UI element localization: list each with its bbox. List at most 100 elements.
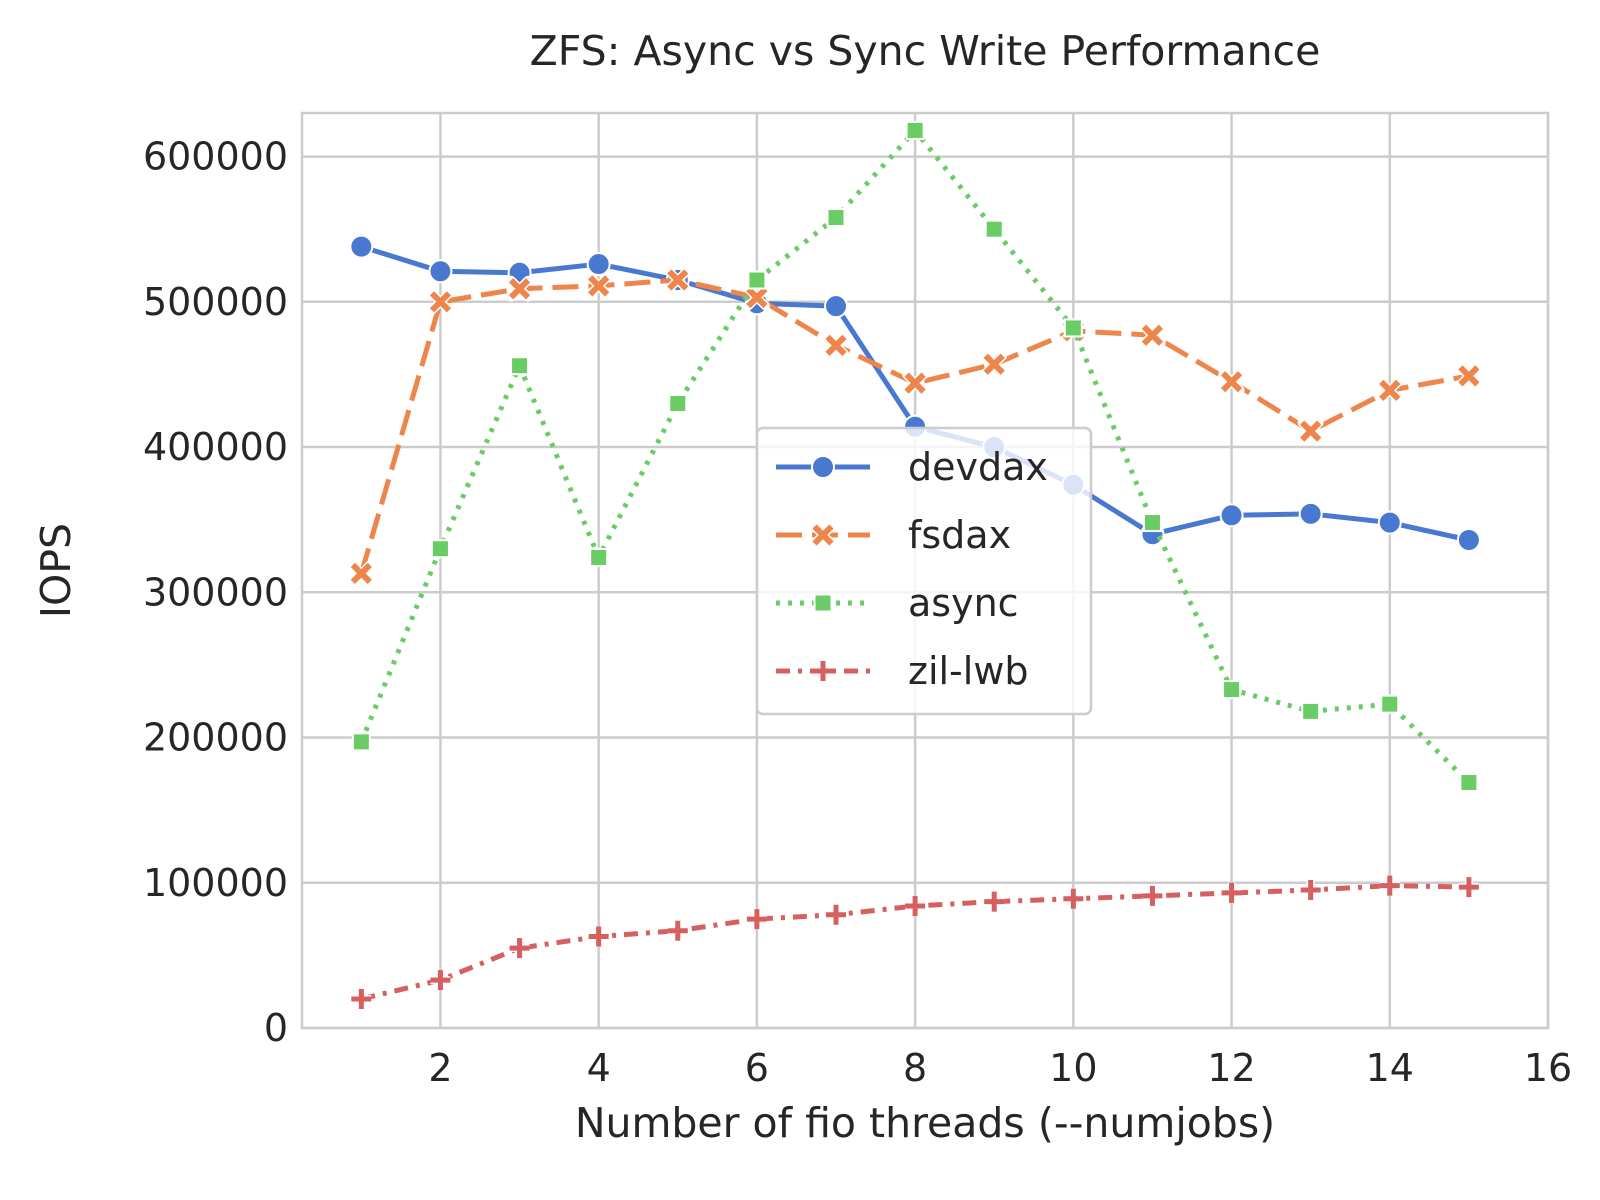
y-tick-labels: 0 100000 200000 300000 400000 500000 600000 bbox=[143, 135, 288, 1050]
marker-stroke bbox=[1220, 371, 1243, 393]
data-point-async bbox=[510, 356, 530, 376]
marker-stroke bbox=[588, 275, 610, 297]
data-point-async bbox=[1459, 773, 1479, 793]
marker-stroke bbox=[826, 904, 846, 925]
marker-stroke bbox=[825, 334, 847, 357]
x-tick-label: 8 bbox=[903, 1046, 927, 1090]
legend-label: zil-lwb bbox=[908, 649, 1029, 693]
x-tick-label: 4 bbox=[587, 1046, 611, 1090]
data-point-async bbox=[747, 270, 767, 290]
legend-marker bbox=[810, 522, 836, 548]
data-point-zil-lwb bbox=[667, 920, 688, 941]
data-point-fsdax bbox=[823, 332, 849, 359]
x-tick-label: 12 bbox=[1207, 1046, 1255, 1090]
marker-stroke bbox=[430, 970, 451, 991]
legend-label: devdax bbox=[908, 445, 1048, 489]
legend-item-async: async bbox=[776, 581, 1019, 625]
legend-label: async bbox=[908, 581, 1019, 625]
data-point-fsdax bbox=[902, 370, 929, 397]
y-tick-label: 0 bbox=[264, 1006, 288, 1050]
data-point-fsdax bbox=[348, 560, 375, 587]
data-point-async bbox=[826, 208, 846, 228]
marker-stroke bbox=[429, 291, 452, 313]
data-point-fsdax bbox=[1139, 322, 1166, 349]
marker-stroke bbox=[351, 988, 372, 1009]
data-point-fsdax bbox=[1376, 377, 1403, 404]
data-point-async bbox=[1222, 680, 1242, 700]
data-point-fsdax bbox=[1297, 418, 1324, 445]
marker-stroke bbox=[746, 286, 768, 309]
data-point-fsdax bbox=[981, 351, 1008, 378]
x-tick-label: 10 bbox=[1049, 1046, 1097, 1090]
data-point-zil-lwb bbox=[1379, 875, 1400, 896]
data-point-zil-lwb bbox=[588, 926, 609, 947]
data-point-async bbox=[589, 547, 609, 567]
data-point-zil-lwb bbox=[746, 909, 767, 930]
marker-stroke bbox=[1300, 420, 1322, 442]
marker-stroke bbox=[1221, 882, 1242, 903]
data-point-fsdax bbox=[427, 288, 454, 315]
marker-stroke bbox=[1063, 888, 1084, 909]
legend-item-zil-lwb: zil-lwb bbox=[776, 649, 1029, 693]
series-async bbox=[351, 120, 1479, 793]
data-point-devdax bbox=[349, 234, 374, 259]
marker-stroke bbox=[1458, 365, 1480, 387]
data-point-async bbox=[668, 393, 688, 413]
x-tick-labels: 2 4 6 8 10 12 14 16 bbox=[428, 1046, 1572, 1090]
data-point-zil-lwb bbox=[1142, 885, 1163, 906]
data-point-fsdax bbox=[1455, 362, 1482, 389]
x-tick-label: 2 bbox=[428, 1046, 452, 1090]
legend-box bbox=[755, 426, 1093, 716]
legend-marker bbox=[813, 661, 833, 681]
data-point-zil-lwb bbox=[430, 970, 451, 991]
data-point-async bbox=[1142, 513, 1162, 533]
data-point-fsdax bbox=[506, 275, 533, 302]
data-point-zil-lwb bbox=[509, 938, 530, 959]
marker-stroke bbox=[667, 920, 688, 941]
x-axis-label: Number of fio threads (--numjobs) bbox=[575, 1099, 1275, 1147]
data-point-async bbox=[1301, 701, 1321, 721]
data-point-fsdax bbox=[743, 284, 770, 311]
data-point-zil-lwb bbox=[1300, 880, 1321, 901]
data-point-fsdax bbox=[585, 272, 612, 299]
legend-item-fsdax: fsdax bbox=[776, 513, 1011, 557]
series-zil-lwb bbox=[351, 875, 1479, 1009]
marker-stroke bbox=[1379, 875, 1400, 896]
data-point-devdax bbox=[1377, 510, 1402, 535]
legend-item-devdax: devdax bbox=[776, 445, 1048, 489]
data-point-zil-lwb bbox=[826, 904, 846, 925]
marker-stroke bbox=[667, 269, 689, 291]
marker-stroke bbox=[905, 896, 926, 916]
y-axis-label: IOPS bbox=[32, 523, 80, 618]
data-point-async bbox=[905, 120, 925, 140]
data-point-fsdax bbox=[664, 267, 691, 294]
data-point-zil-lwb bbox=[351, 988, 372, 1009]
data-point-devdax bbox=[824, 294, 848, 319]
y-tick-label: 400000 bbox=[143, 425, 288, 469]
marker-stroke bbox=[1141, 324, 1164, 346]
data-point-async bbox=[351, 732, 371, 752]
data-point-devdax bbox=[586, 252, 611, 277]
marker-stroke bbox=[1379, 379, 1401, 402]
data-point-devdax bbox=[1298, 501, 1323, 526]
data-point-async bbox=[1380, 694, 1400, 714]
data-point-devdax bbox=[1219, 503, 1244, 528]
data-point-zil-lwb bbox=[905, 896, 926, 916]
y-tick-label: 100000 bbox=[143, 861, 288, 905]
x-tick-label: 6 bbox=[745, 1046, 769, 1090]
x-tick-label: 14 bbox=[1366, 1046, 1414, 1090]
series-line-zil-lwb bbox=[360, 883, 1469, 1002]
legend-marker bbox=[813, 593, 833, 613]
x-tick-label: 16 bbox=[1524, 1046, 1572, 1090]
marker-stroke bbox=[1300, 880, 1321, 901]
marker-stroke bbox=[508, 278, 531, 300]
marker-stroke bbox=[350, 562, 372, 585]
data-point-zil-lwb bbox=[1221, 882, 1242, 903]
y-tick-label: 500000 bbox=[143, 280, 288, 324]
legend: devdax fsdax async zil-lwb bbox=[755, 426, 1093, 716]
data-point-zil-lwb bbox=[1063, 888, 1084, 909]
marker-stroke bbox=[1142, 885, 1163, 906]
marker-stroke bbox=[813, 661, 833, 681]
data-point-zil-lwb bbox=[984, 891, 1005, 912]
